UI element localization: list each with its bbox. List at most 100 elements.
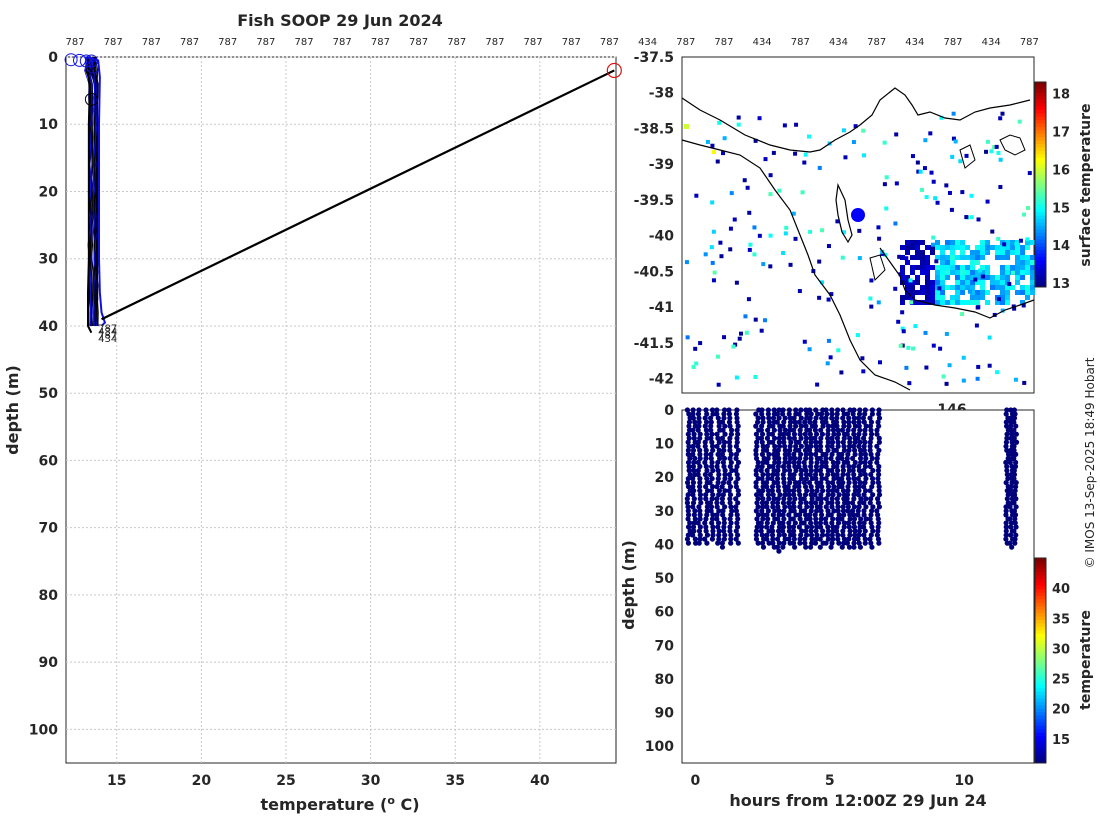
section-dot — [772, 455, 778, 462]
map-sst-pixel — [975, 295, 980, 300]
section-dot — [870, 467, 876, 474]
map-sst-pixel — [925, 270, 930, 275]
map-sst-pixel — [1005, 270, 1010, 275]
section-dot — [818, 427, 824, 433]
section-y-tick-label: 50 — [655, 571, 675, 587]
section-dot — [856, 431, 862, 437]
section-dot — [846, 467, 853, 474]
section-dot — [690, 475, 696, 482]
section-dot — [840, 528, 846, 534]
section-dot — [786, 459, 792, 466]
section-dot — [863, 496, 869, 502]
section-dot — [839, 451, 845, 457]
section-dot — [727, 492, 734, 498]
section-colorbar-segment — [1035, 691, 1046, 696]
section-dot — [793, 512, 799, 518]
section-dot — [690, 451, 696, 457]
section-dot — [755, 475, 761, 482]
section-dot — [1011, 508, 1018, 514]
map-colorbar-segment — [1035, 123, 1046, 127]
map-sst-pixel — [1025, 285, 1030, 290]
map-sst-pixel — [1005, 275, 1010, 280]
section-dot — [758, 492, 764, 498]
profile-trace — [88, 56, 93, 326]
map-sst-pixel — [960, 275, 965, 280]
map-sst-pixel — [929, 170, 934, 175]
section-dot — [808, 508, 814, 514]
map-sst-pixel — [1005, 300, 1010, 305]
map-colorbar-segment — [1035, 184, 1046, 189]
map-sst-pixel — [955, 255, 960, 260]
map-sst-pixel — [990, 275, 995, 280]
section-dot — [697, 435, 703, 441]
section-dot — [835, 443, 841, 449]
section-dot — [829, 480, 836, 486]
profile-trace — [94, 56, 100, 326]
section-dot — [1009, 480, 1015, 486]
map-sst-pixel — [970, 280, 975, 285]
section-dot — [692, 423, 698, 429]
section-dot — [690, 484, 696, 490]
section-colorbar-tick-label: 20 — [1052, 703, 1070, 718]
section-dot — [707, 471, 713, 478]
map-sst-pixel — [1000, 295, 1005, 300]
section-dot — [1009, 544, 1015, 550]
section-dot — [771, 467, 777, 474]
section-dot — [863, 455, 869, 462]
section-dot — [716, 447, 722, 453]
section-dot — [852, 459, 858, 466]
section-colorbar-segment — [1035, 752, 1046, 757]
section-dot — [855, 536, 861, 542]
section-dot — [780, 471, 786, 478]
section-dot — [695, 467, 701, 474]
section-dot — [781, 508, 787, 514]
section-dot — [753, 455, 760, 462]
map-sst-pixel — [950, 285, 955, 290]
section-dot — [851, 431, 857, 437]
section-dot — [754, 524, 760, 530]
section-dot — [830, 488, 836, 494]
map-sst-pixel — [1005, 290, 1010, 295]
section-colorbar-segment — [1035, 756, 1046, 761]
map-sst-pixel — [1015, 280, 1020, 285]
section-dot — [716, 488, 723, 494]
map-sst-pixel — [998, 116, 1003, 121]
section-dot — [733, 504, 739, 510]
section-dot — [1012, 463, 1019, 470]
section-dot — [823, 451, 829, 457]
section-dot — [685, 484, 692, 490]
map-sst-pixel — [1025, 290, 1030, 295]
section-dot — [781, 419, 787, 425]
section-dot — [714, 407, 720, 413]
map-sst-pixel — [970, 265, 975, 270]
section-dot — [695, 411, 702, 417]
map-sst-pixel — [915, 300, 920, 305]
section-dot — [759, 532, 765, 538]
section-dot — [753, 467, 759, 474]
map-sst-pixel — [925, 285, 930, 290]
map-sst-pixel — [955, 285, 960, 290]
map-sst-pixel — [694, 361, 699, 366]
section-dot — [862, 427, 868, 433]
section-dot — [770, 500, 776, 506]
section-dot — [818, 516, 824, 522]
section-dot — [734, 471, 740, 478]
section-dot — [733, 484, 739, 490]
map-sst-pixel — [915, 275, 920, 280]
map-sst-pixel — [965, 270, 970, 275]
section-dot — [876, 435, 882, 441]
section-dot — [829, 520, 835, 526]
section-colorbar-segment — [1035, 701, 1046, 706]
section-dot — [857, 544, 864, 550]
section-dot — [824, 532, 831, 538]
section-dot — [813, 443, 819, 449]
map-sst-pixel — [717, 120, 722, 125]
section-dot — [684, 496, 690, 502]
map-colorbar-segment — [1035, 263, 1046, 267]
section-dot — [834, 415, 840, 421]
map-sst-pixel — [1000, 265, 1005, 270]
section-dot — [801, 459, 807, 466]
section-dot — [690, 480, 697, 486]
section-dot — [698, 500, 704, 506]
profile-trace — [92, 56, 97, 326]
